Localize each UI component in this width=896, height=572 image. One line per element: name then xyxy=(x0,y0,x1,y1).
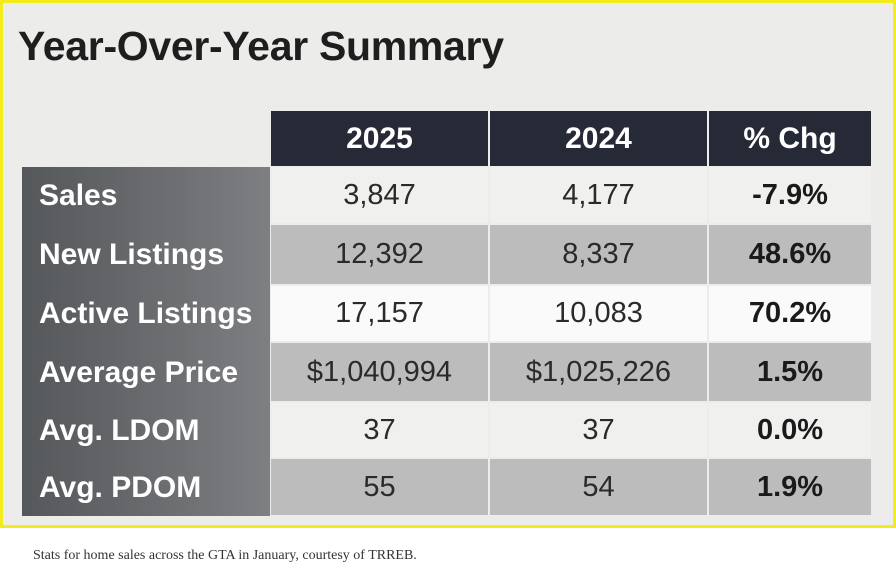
value-cell: 12,392 xyxy=(271,225,488,284)
page-title: Year-Over-Year Summary xyxy=(18,23,504,69)
value-cell: $1,025,226 xyxy=(490,343,707,401)
row-label: Sales xyxy=(39,178,118,212)
percent-change-cell: 70.2% xyxy=(709,286,871,341)
percent-change-cell: 1.9% xyxy=(709,459,871,515)
percent-change-cell: 1.5% xyxy=(709,343,871,401)
percent-change-cell: 48.6% xyxy=(709,225,871,284)
value-cell: 3,847 xyxy=(271,167,488,223)
value-cell: 8,337 xyxy=(490,225,707,284)
column-header-2: 2024 xyxy=(490,111,707,166)
column-header-1: 2025 xyxy=(271,111,488,166)
percent-change-cell: -7.9% xyxy=(709,167,871,223)
row-label: Avg. PDOM xyxy=(39,470,202,504)
row-label: Active Listings xyxy=(39,297,253,330)
value-cell: $1,040,994 xyxy=(271,343,488,401)
row-label: New Listings xyxy=(39,238,225,271)
value-cell: 37 xyxy=(271,403,488,457)
column-header-3: % Chg xyxy=(709,111,871,166)
image-caption: Stats for home sales across the GTA in J… xyxy=(33,548,417,563)
value-cell: 4,177 xyxy=(490,167,707,223)
row-label: Avg. LDOM xyxy=(39,413,200,447)
percent-change-cell: 0.0% xyxy=(709,403,871,457)
row-label-column xyxy=(22,167,270,516)
value-cell: 37 xyxy=(490,403,707,457)
row-label: Average Price xyxy=(39,355,239,389)
value-cell: 54 xyxy=(490,459,707,515)
value-cell: 17,157 xyxy=(271,286,488,341)
value-cell: 55 xyxy=(271,459,488,515)
summary-panel: Year-Over-Year Summary 2025 2024% Chg Sale… xyxy=(0,0,896,528)
value-cell: 10,083 xyxy=(490,286,707,341)
